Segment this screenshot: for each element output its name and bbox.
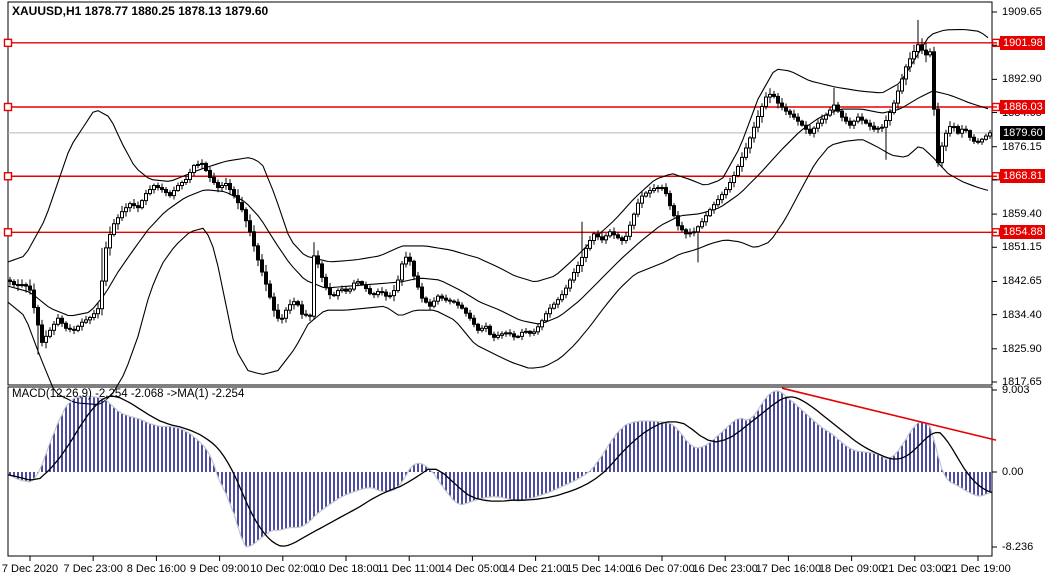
price-level-badge: 1901.98: [1000, 35, 1045, 50]
bollinger-bands: [7, 28, 989, 406]
time-tick-label: 21 Dec 19:00: [945, 563, 1011, 575]
candles: [8, 19, 992, 355]
price-tick-label: 1825.90: [1002, 342, 1042, 355]
price-tick-label: 1851.15: [1002, 241, 1042, 254]
macd-tick-label: 9.003: [1002, 384, 1030, 396]
time-tick-label: 11 Dec 11:00: [377, 563, 442, 575]
time-tick-label: 14 Dec 05:00: [439, 563, 506, 575]
macd-trendline[interactable]: [781, 387, 997, 441]
time-axis[interactable]: [0, 557, 1045, 583]
time-tick-label: 9 Dec 09:00: [189, 563, 250, 575]
horizontal-level-lines[interactable]: [3, 38, 1001, 237]
axis-tick-marks: [29, 11, 997, 561]
price-tick-label: 1842.65: [1002, 275, 1042, 288]
chart-title: XAUUSD,H1 1878.77 1880.25 1878.13 1879.6…: [12, 4, 269, 18]
level-line-handle: [3, 102, 13, 112]
macd-tick-label: 0.00: [1002, 465, 1024, 478]
macd-panel: [7, 387, 997, 548]
level-line-handle: [3, 172, 13, 181]
panel-divider[interactable]: [8, 383, 992, 388]
time-tick-label: 14 Dec 21:00: [502, 563, 569, 575]
price-level-badge: 1886.03: [1000, 99, 1045, 114]
level-line-handle: [3, 38, 13, 48]
price-tick-label: 1892.90: [1002, 73, 1042, 86]
price-level-badge: 1854.88: [1000, 225, 1045, 240]
time-tick-label: 18 Dec 09:00: [818, 563, 885, 575]
price-tick-label: 1834.40: [1002, 308, 1042, 321]
price-tick-label: 1876.15: [1002, 140, 1042, 153]
level-line-handle: [3, 228, 13, 237]
macd-tick-label: -8.236: [1002, 541, 1034, 553]
time-tick-label: 7 Dec 23:00: [63, 563, 123, 575]
price-axis[interactable]: [993, 0, 1045, 556]
price-tick-label: 1909.65: [1002, 6, 1042, 18]
price-tick-label: 1859.40: [1002, 208, 1042, 221]
price-tick-label: 1817.65: [1002, 376, 1042, 388]
time-tick-label: 16 Dec 23:00: [692, 563, 758, 575]
price-level-badge: 1868.81: [1000, 169, 1045, 184]
time-tick-label: 8 Dec 16:00: [126, 563, 187, 575]
time-tick-label: 15 Dec 14:00: [566, 563, 632, 575]
indicator-label: MACD(12,26,9) -2.254 -2.068 ->MA(1) -2.2…: [12, 388, 245, 400]
time-tick-label: 21 Dec 03:00: [882, 563, 948, 575]
time-tick-label: 10 Dec 02:00: [250, 563, 316, 575]
time-tick-label: 16 Dec 07:00: [629, 563, 695, 575]
current-price-badge: 1879.60: [1000, 125, 1045, 140]
time-tick-label: 7 Dec 2020: [1, 563, 59, 575]
time-tick-label: 10 Dec 18:00: [313, 563, 379, 575]
time-tick-label: 17 Dec 16:00: [755, 563, 822, 575]
